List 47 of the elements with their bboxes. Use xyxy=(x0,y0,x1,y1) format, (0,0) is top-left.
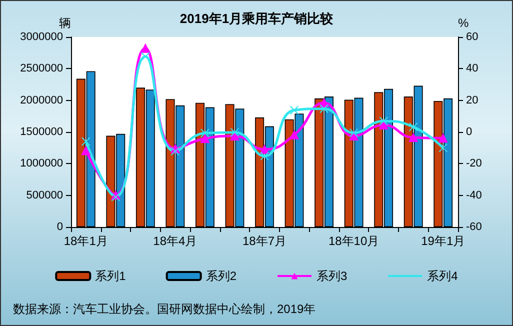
y2-tick-label: 0 xyxy=(466,126,472,138)
x-tick-label: 19年1月 xyxy=(421,234,466,248)
point xyxy=(349,128,358,138)
y2-tick-label: 60 xyxy=(466,31,478,43)
point xyxy=(349,131,358,140)
point xyxy=(230,131,240,140)
legend-label: 系列3 xyxy=(316,269,348,283)
legend-label: 系列4 xyxy=(427,269,458,283)
point xyxy=(81,146,90,156)
y2-axis-title: % xyxy=(458,16,469,30)
y-tick-label: 500000 xyxy=(26,189,63,202)
x-tick-label: 18年4月 xyxy=(153,234,198,248)
point xyxy=(379,116,388,126)
legend-label: 系列1 xyxy=(95,269,126,283)
y2-tick-label: -60 xyxy=(466,221,482,233)
point xyxy=(81,137,90,146)
point xyxy=(379,120,388,130)
y-tick-label: 0 xyxy=(56,221,63,233)
y2-tick-label: 20 xyxy=(466,94,478,106)
y2-tick-label: -40 xyxy=(466,189,482,202)
point xyxy=(290,106,299,115)
point xyxy=(200,128,210,138)
y-tick-label: 2500000 xyxy=(20,62,63,75)
point xyxy=(140,52,150,61)
y-tick-label: 1500000 xyxy=(20,126,63,138)
point xyxy=(260,152,269,161)
y-tick-label: 1000000 xyxy=(20,158,63,170)
legend-label: 系列2 xyxy=(206,269,237,283)
point xyxy=(200,134,210,143)
point xyxy=(438,143,448,152)
point xyxy=(290,130,299,140)
source-note: 数据来源：汽车工业协会。国研网数据中心绘制，2019年 xyxy=(13,302,316,316)
point xyxy=(230,128,240,137)
point xyxy=(408,133,418,142)
y-axis-title: 辆 xyxy=(59,16,71,30)
y2-tick-label: 40 xyxy=(466,62,478,75)
x-tick-label: 18年10月 xyxy=(328,234,380,248)
point xyxy=(438,134,448,143)
point xyxy=(408,122,418,132)
point xyxy=(170,146,180,156)
y-tick-label: 3000000 xyxy=(20,31,63,43)
y-tick-label: 2000000 xyxy=(20,94,63,106)
x-tick-label: 18年7月 xyxy=(242,234,287,248)
y2-tick-label: -20 xyxy=(466,158,482,170)
chart-title: 2019年1月乘用车产销比较 xyxy=(180,11,334,26)
point xyxy=(320,104,329,114)
x-tick-label: 18年1月 xyxy=(64,234,108,248)
